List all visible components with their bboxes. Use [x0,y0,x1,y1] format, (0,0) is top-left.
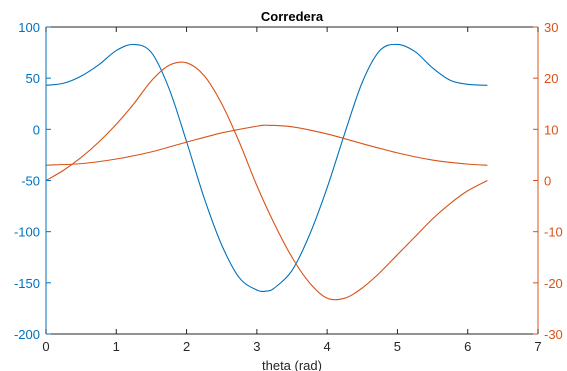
y-left-tick-label: 100 [18,20,40,35]
y-left-tick-label: -100 [14,225,40,240]
y-left-tick-label: 0 [33,122,40,137]
y-right-tick-label: -10 [544,225,563,240]
x-tick-label: 5 [394,339,401,354]
series-2-line [45,61,488,301]
x-tick-label: 4 [324,339,331,354]
y-left-tick-label: -150 [14,276,40,291]
x-tick-label: 1 [113,339,120,354]
y-right-tick-label: -20 [544,276,563,291]
x-tick-label: 3 [253,339,260,354]
plot-area [46,27,538,334]
x-tick-label: 2 [183,339,190,354]
series-3-line [45,124,488,166]
y-right-tick-label: 10 [544,122,558,137]
axes: 0 1 2 3 4 5 6 7-200-150-100-50050100-30-20-1001… [14,20,563,354]
y-left-tick-label: -50 [21,174,40,189]
y-right-tick-label: 30 [544,20,558,35]
x-tick-label: 6 [464,339,471,354]
x-axis-label: theta (rad) [262,358,322,371]
chart-title: Corredera [261,9,324,24]
y-right-tick-label: -30 [544,327,563,342]
series-1-line [45,43,488,293]
x-tick-label: 7 [534,339,541,354]
y-right-tick-label: 0 [544,174,551,189]
x-tick-label: 0 [42,339,49,354]
y-left-tick-label: 50 [26,71,40,86]
y-right-tick-label: 20 [544,71,558,86]
y-left-tick-label: -200 [14,327,40,342]
plot-lines [45,43,488,301]
